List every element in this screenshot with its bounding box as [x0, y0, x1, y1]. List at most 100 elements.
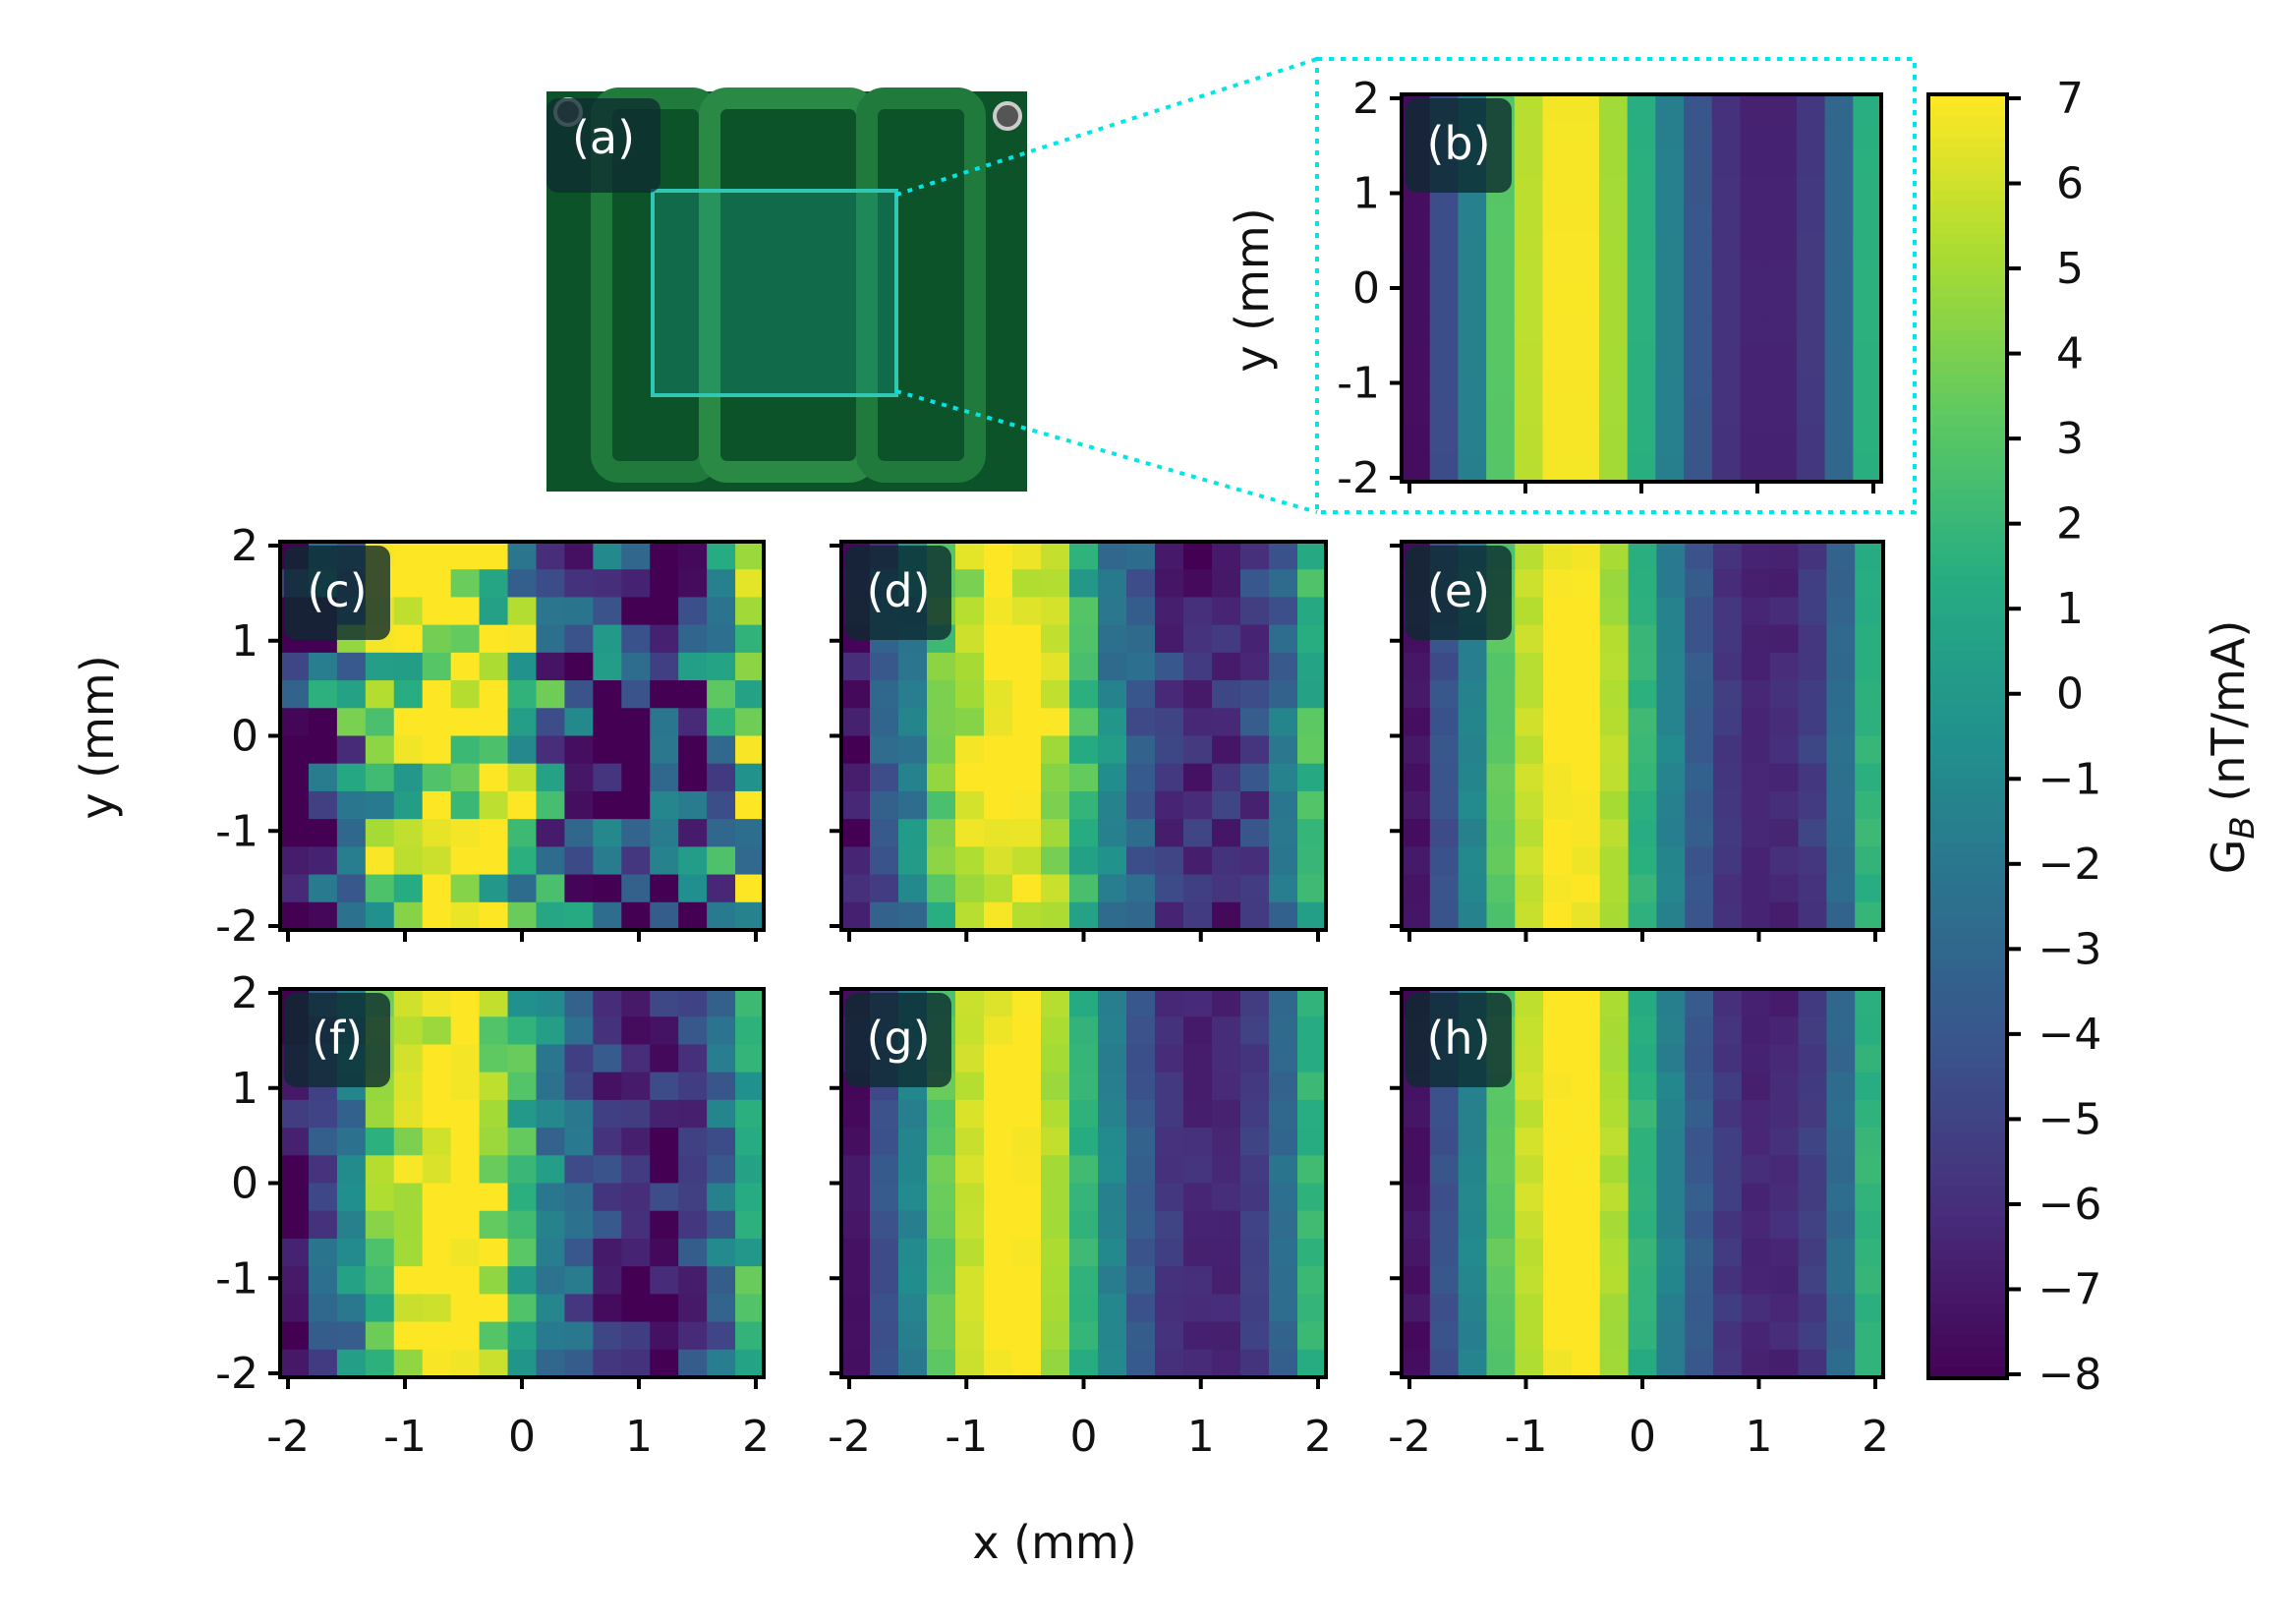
heatmap-cell — [927, 1099, 956, 1129]
heatmap-cell — [1458, 371, 1487, 400]
heatmap-cell — [621, 1155, 651, 1185]
heatmap-cell — [1515, 1349, 1544, 1378]
heatmap-cell — [1542, 94, 1572, 123]
heatmap-cell — [593, 819, 622, 847]
heatmap-cell — [650, 1099, 679, 1129]
heatmap-cell — [1429, 232, 1460, 261]
heatmap-cell — [1684, 343, 1713, 373]
heatmap-cell — [1514, 371, 1544, 400]
heatmap-cell — [927, 735, 956, 765]
heatmap-cell — [593, 790, 622, 820]
heatmap-cell — [1486, 316, 1516, 344]
heatmap-cell — [1183, 1238, 1213, 1267]
heatmap-cell — [1768, 94, 1798, 123]
heatmap-cell — [898, 1321, 928, 1351]
x-tick-label: -1 — [1505, 1412, 1548, 1462]
heatmap-cell — [1429, 680, 1460, 709]
heatmap-cell — [1855, 1238, 1884, 1267]
colorbar-step — [1928, 286, 2007, 299]
colorbar-step — [1928, 897, 2007, 908]
heatmap-cell — [593, 1349, 622, 1378]
heatmap-cell — [984, 1266, 1013, 1295]
zoom-line-bottom — [895, 389, 1318, 514]
heatmap-cell — [1543, 569, 1573, 599]
heatmap-cell — [1713, 874, 1743, 903]
colorbar-step — [1928, 319, 2007, 331]
heatmap-cell — [1656, 901, 1686, 931]
heatmap-cell — [1798, 846, 1827, 876]
colorbar-frame — [1926, 92, 2009, 1380]
heatmap-cell — [1240, 1128, 1270, 1156]
heatmap-cell — [1543, 1266, 1573, 1295]
heatmap-cell — [1543, 1016, 1573, 1046]
heatmap-cell — [1542, 149, 1572, 179]
heatmap-cell — [1685, 1294, 1714, 1323]
colorbar-step — [1928, 982, 2007, 994]
heatmap-cell — [735, 874, 765, 903]
heatmap-cell — [1741, 763, 1771, 792]
heatmap-cell — [1240, 1266, 1270, 1295]
panel-label-a: (a) — [571, 111, 636, 164]
heatmap-cell — [393, 1099, 424, 1129]
colorbar-step — [1928, 939, 2007, 952]
heatmap-cell — [1543, 846, 1573, 876]
heatmap-cell — [1740, 371, 1769, 400]
heatmap-cell — [1740, 122, 1769, 150]
heatmap-cell — [735, 1210, 765, 1240]
heatmap-cell — [1269, 1183, 1298, 1212]
colorbar-step — [1928, 1153, 2007, 1166]
heatmap-cell — [678, 763, 708, 792]
heatmap-cell — [1713, 1238, 1743, 1267]
heatmap-cell — [1713, 542, 1743, 570]
heatmap-cell — [1240, 1099, 1270, 1129]
heatmap-cell — [1713, 597, 1743, 626]
heatmap-cell — [1599, 763, 1630, 792]
heatmap-cell — [336, 1155, 367, 1185]
heatmap-cell — [308, 790, 338, 820]
heatmap-cell — [536, 763, 566, 792]
heatmap-cell — [898, 735, 928, 765]
heatmap-cell — [1599, 1155, 1630, 1185]
heatmap-cell — [1543, 1044, 1573, 1073]
heatmap-cell — [735, 1321, 765, 1351]
heatmap-cell — [678, 846, 708, 876]
heatmap-cell — [841, 1238, 871, 1267]
heatmap-cell — [1212, 989, 1241, 1017]
heatmap-cell — [1711, 343, 1742, 373]
heatmap-cell — [593, 1072, 622, 1101]
heatmap-cell — [1515, 1016, 1544, 1046]
heatmap-cell — [280, 1294, 310, 1323]
heatmap-cell — [1543, 597, 1573, 626]
heatmap-cell — [735, 1266, 765, 1295]
x-tick-label: 0 — [1070, 1412, 1098, 1462]
heatmap-cell — [1155, 1044, 1184, 1073]
heatmap-cell — [507, 542, 538, 570]
heatmap-cell — [450, 1210, 481, 1240]
heatmap-cell — [1741, 846, 1771, 876]
heatmap-cell — [1183, 846, 1213, 876]
heatmap-cell — [479, 1321, 509, 1351]
heatmap-cell — [1571, 122, 1600, 150]
heatmap-cell — [1571, 874, 1601, 903]
heatmap-cell — [1713, 1321, 1743, 1351]
colorbar-tick-label: −4 — [2038, 1010, 2102, 1060]
heatmap-cell — [280, 819, 310, 847]
heatmap-cell — [1542, 343, 1572, 373]
heatmap-cell — [621, 569, 651, 599]
heatmap-cell — [1240, 1238, 1270, 1267]
heatmap-cell — [1826, 1072, 1856, 1101]
heatmap-cell — [1768, 343, 1798, 373]
heatmap-cell — [707, 763, 736, 792]
heatmap-cell — [280, 1183, 310, 1212]
heatmap-cell — [1599, 901, 1630, 931]
heatmap-cell — [1768, 232, 1798, 261]
heatmap-cell — [1069, 1183, 1099, 1212]
heatmap-cell — [479, 1210, 509, 1240]
heatmap-cell — [898, 846, 928, 876]
heatmap-cell — [422, 1128, 452, 1156]
heatmap-cell — [927, 1183, 956, 1212]
heatmap-cell — [1515, 1183, 1544, 1212]
heatmap-cell — [1656, 708, 1686, 737]
heatmap-cell — [1183, 1099, 1213, 1129]
heatmap-cell — [1458, 316, 1487, 344]
